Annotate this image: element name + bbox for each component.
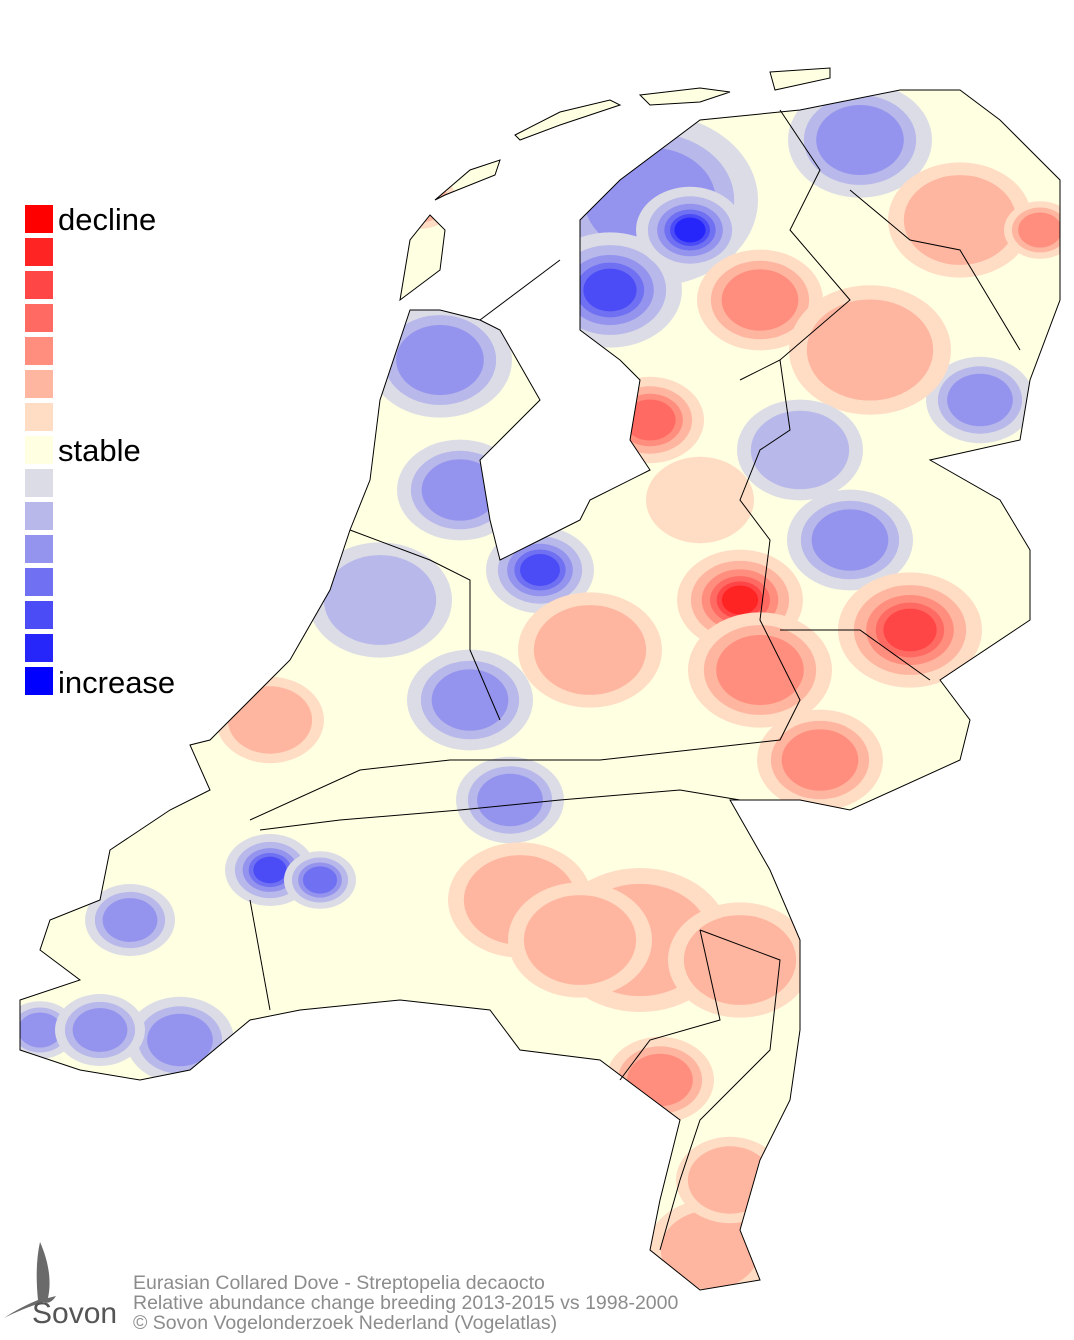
- abundance-contour: [1018, 212, 1060, 248]
- caption-copyright: © Sovon Vogelonderzoek Nederland (Vogela…: [133, 1312, 558, 1334]
- abundance-contour: [583, 268, 637, 312]
- abundance-contour: [477, 773, 543, 827]
- legend-swatch: [25, 337, 53, 365]
- abundance-contour: [687, 1146, 773, 1214]
- abundance-contour: [384, 171, 456, 229]
- abundance-contour: [624, 399, 676, 441]
- legend-swatch: [25, 568, 53, 596]
- abundance-contour: [646, 456, 754, 544]
- abundance-contour: [750, 410, 850, 490]
- sovon-logo: [4, 1242, 56, 1318]
- legend-label-stable: stable: [58, 433, 141, 468]
- abundance-contour: [781, 729, 859, 791]
- abundance-contour: [660, 1210, 760, 1290]
- caption-description: Relative abundance change breeding 2013-…: [133, 1292, 679, 1314]
- swallow-icon: [4, 1242, 56, 1318]
- abundance-contour: [806, 299, 934, 401]
- abundance-contour: [903, 175, 1017, 265]
- legend-swatch: [25, 304, 53, 332]
- abundance-contour: [102, 898, 158, 942]
- abundance-contour: [716, 634, 804, 706]
- abundance-contour: [431, 669, 509, 731]
- legend-swatch: [25, 205, 53, 233]
- legend-swatch: [25, 436, 53, 464]
- abundance-contour: [523, 895, 637, 985]
- legend-swatch: [25, 634, 53, 662]
- legend-swatch: [25, 271, 53, 299]
- abundance-contour: [721, 585, 759, 615]
- abundance-contour: [396, 324, 484, 396]
- abundance-contour: [811, 509, 889, 571]
- map-caption: Eurasian Collared Dove - Streptopelia de…: [133, 1273, 678, 1333]
- legend-swatch: [25, 667, 53, 695]
- abundance-contour: [323, 555, 437, 645]
- legend-swatch: [25, 502, 53, 530]
- abundance-contour: [520, 554, 560, 586]
- legend-swatch: [25, 601, 53, 629]
- abundance-contour: [72, 1008, 128, 1052]
- abundance-contour: [227, 686, 313, 754]
- abundance-contour: [627, 1053, 693, 1107]
- abundance-contour: [302, 866, 338, 894]
- abundance-contour: [721, 269, 799, 331]
- legend-swatch: [25, 403, 53, 431]
- abundance-contour: [674, 217, 706, 243]
- province-borders: [249, 109, 1021, 1251]
- abundance-contour: [253, 856, 287, 884]
- caption-species: Eurasian Collared Dove - Streptopelia de…: [133, 1272, 545, 1294]
- abundance-contour: [533, 605, 647, 695]
- abundance-contour: [391, 177, 449, 223]
- legend-label-decline: decline: [58, 202, 157, 237]
- legend-swatch: [25, 370, 53, 398]
- abundance-contour: [147, 1013, 213, 1067]
- abundance-contour: [20, 1012, 62, 1048]
- legend-swatch: [25, 469, 53, 497]
- abundance-contour: [816, 104, 904, 176]
- legend-swatch: [25, 535, 53, 563]
- logo-text: Sovon: [32, 1297, 118, 1330]
- legend-swatch: [25, 238, 53, 266]
- legend-label-increase: increase: [58, 665, 176, 700]
- abundance-contour: [947, 373, 1013, 427]
- abundance-contour: [883, 608, 937, 652]
- abundance-contour: [421, 459, 499, 521]
